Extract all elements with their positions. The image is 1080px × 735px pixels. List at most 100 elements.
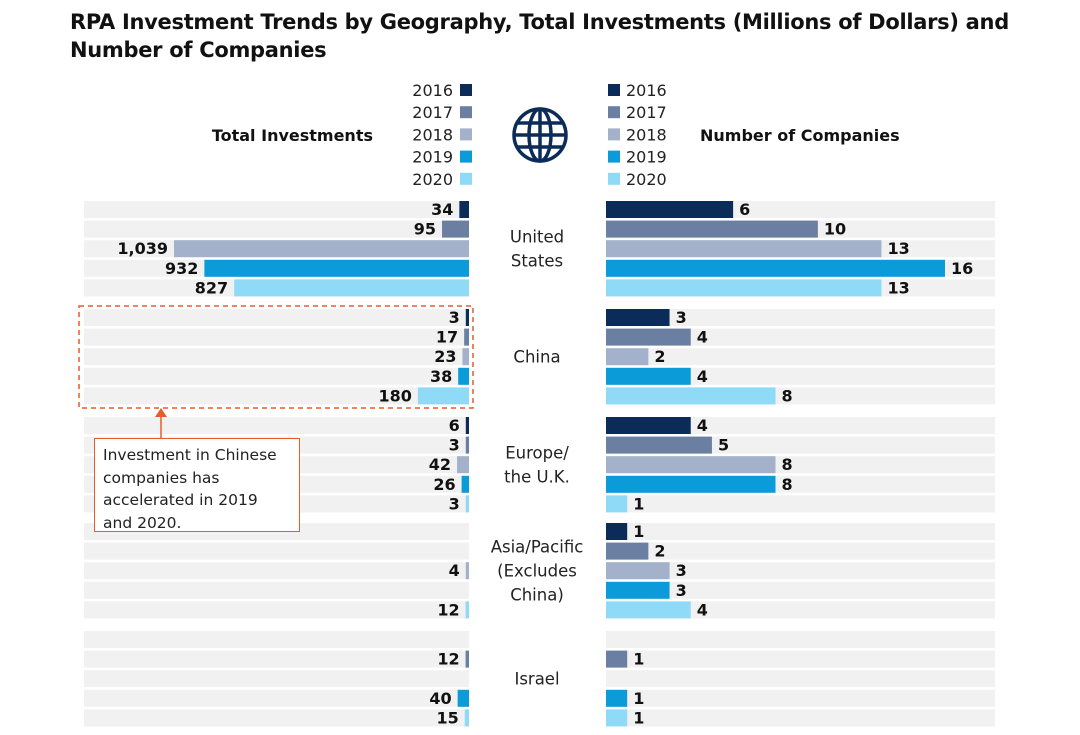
companies-value-europe-the-u-k-2017: 5 — [718, 436, 729, 455]
region-label-united-states: United — [510, 228, 564, 247]
legend-right-swatch-2020 — [608, 172, 620, 185]
investment-value-united-states-2019: 932 — [165, 259, 198, 278]
investment-bar-china-2020 — [417, 387, 469, 405]
row-bg-left — [84, 387, 469, 405]
row-bg-left — [84, 220, 469, 238]
investment-value-israel-2017: 12 — [437, 650, 459, 669]
investment-value-europe-the-u-k-2019: 26 — [433, 475, 455, 494]
row-bg-right — [606, 631, 995, 648]
region-label-israel: Israel — [514, 670, 559, 689]
companies-value-asia-pacific-excludes-china-2019: 3 — [676, 581, 687, 600]
row-bg-left — [84, 542, 469, 560]
investment-value-china-2018: 23 — [434, 347, 456, 366]
region-label-china: China — [513, 348, 560, 367]
investment-bar-united-states-2020 — [234, 279, 469, 297]
row-bg-left — [84, 328, 469, 346]
legend-left-swatch-2019 — [460, 150, 472, 163]
investment-value-china-2017: 17 — [436, 328, 458, 347]
annotation-callout: Investment in Chinese companies has acce… — [94, 438, 300, 532]
investment-value-europe-the-u-k-2016: 6 — [449, 416, 460, 435]
companies-value-united-states-2020: 13 — [887, 278, 909, 297]
investment-value-israel-2020: 15 — [436, 708, 458, 727]
investment-value-europe-the-u-k-2018: 42 — [429, 455, 451, 474]
companies-bar-united-states-2016 — [606, 201, 734, 218]
companies-bar-israel-2020 — [606, 709, 628, 727]
companies-bar-asia-pacific-excludes-china-2020 — [606, 601, 691, 619]
companies-value-europe-the-u-k-2019: 8 — [782, 475, 793, 494]
investment-value-china-2019: 38 — [430, 367, 452, 386]
row-bg-right — [606, 417, 995, 434]
investment-bar-china-2017 — [464, 328, 469, 346]
companies-bar-asia-pacific-excludes-china-2017 — [606, 542, 649, 560]
investment-value-asia-pacific-excludes-china-2020: 12 — [437, 600, 459, 619]
companies-value-china-2019: 4 — [697, 367, 708, 386]
investment-bar-china-2016 — [465, 309, 469, 326]
companies-bar-china-2019 — [606, 367, 691, 385]
companies-value-asia-pacific-excludes-china-2020: 4 — [697, 600, 708, 619]
legend-right-label-2017: 2017 — [626, 103, 667, 122]
investment-bar-asia-pacific-excludes-china-2018 — [465, 562, 469, 580]
investment-bar-china-2019 — [458, 367, 469, 385]
investment-value-united-states-2020: 827 — [195, 278, 228, 297]
investment-bar-israel-2017 — [465, 650, 469, 668]
row-bg-right — [606, 601, 995, 619]
china-highlight-box — [78, 305, 474, 409]
legend-right-swatch-2019 — [608, 150, 620, 163]
companies-bar-united-states-2017 — [606, 220, 818, 238]
globe-icon — [512, 107, 568, 163]
investment-value-europe-the-u-k-2020: 3 — [449, 494, 460, 513]
row-bg-right — [606, 562, 995, 580]
companies-bar-israel-2019 — [606, 689, 628, 707]
legend-right-label-2019: 2019 — [626, 148, 667, 167]
investment-bar-united-states-2019 — [204, 259, 469, 277]
companies-bar-united-states-2019 — [606, 259, 945, 277]
investment-bar-israel-2019 — [457, 689, 469, 707]
legend-right-label-2020: 2020 — [626, 170, 667, 189]
right-panel-label: Number of Companies — [700, 126, 900, 145]
investment-bar-united-states-2016 — [459, 201, 469, 218]
row-bg-right — [606, 670, 995, 688]
companies-bar-china-2020 — [606, 387, 776, 405]
investment-value-united-states-2017: 95 — [414, 220, 436, 239]
companies-value-united-states-2017: 10 — [824, 220, 846, 239]
companies-value-europe-the-u-k-2018: 8 — [782, 455, 793, 474]
row-bg-right — [606, 328, 995, 346]
row-bg-left — [84, 670, 469, 688]
investment-value-israel-2019: 40 — [429, 689, 451, 708]
companies-bar-asia-pacific-excludes-china-2016 — [606, 523, 628, 540]
row-bg-right — [606, 309, 995, 326]
legend-left-swatch-2020 — [460, 172, 472, 185]
companies-value-israel-2020: 1 — [633, 708, 644, 727]
legend-right-swatch-2018 — [608, 128, 620, 141]
companies-value-europe-the-u-k-2020: 1 — [633, 494, 644, 513]
row-bg-left — [84, 562, 469, 580]
companies-value-china-2018: 2 — [654, 347, 665, 366]
companies-value-united-states-2019: 16 — [951, 259, 973, 278]
companies-bar-europe-the-u-k-2018 — [606, 456, 776, 474]
companies-bar-europe-the-u-k-2019 — [606, 475, 776, 493]
investment-bar-israel-2020 — [464, 709, 469, 727]
investment-bar-europe-the-u-k-2017 — [465, 436, 469, 454]
companies-value-china-2020: 8 — [782, 386, 793, 405]
companies-value-israel-2019: 1 — [633, 689, 644, 708]
legend-left-label-2016: 2016 — [412, 81, 453, 100]
companies-value-united-states-2016: 6 — [739, 200, 750, 219]
row-bg-left — [84, 367, 469, 385]
row-bg-left — [84, 581, 469, 599]
investment-value-europe-the-u-k-2017: 3 — [449, 436, 460, 455]
companies-bar-china-2016 — [606, 309, 670, 326]
companies-bar-asia-pacific-excludes-china-2018 — [606, 562, 670, 580]
region-label-asia-pacific-excludes-china: Asia/Pacific — [491, 538, 584, 557]
row-bg-left — [84, 601, 469, 619]
companies-bar-china-2017 — [606, 328, 691, 346]
investment-bar-united-states-2018 — [174, 240, 469, 258]
annotation-arrow-head — [155, 408, 167, 417]
companies-value-china-2017: 4 — [697, 328, 708, 347]
row-bg-left — [84, 201, 469, 218]
companies-bar-asia-pacific-excludes-china-2019 — [606, 581, 670, 599]
companies-bar-united-states-2018 — [606, 240, 882, 258]
companies-bar-china-2018 — [606, 348, 649, 366]
investment-bar-europe-the-u-k-2016 — [465, 417, 469, 434]
investment-value-united-states-2016: 34 — [431, 200, 453, 219]
companies-bar-europe-the-u-k-2020 — [606, 495, 628, 513]
